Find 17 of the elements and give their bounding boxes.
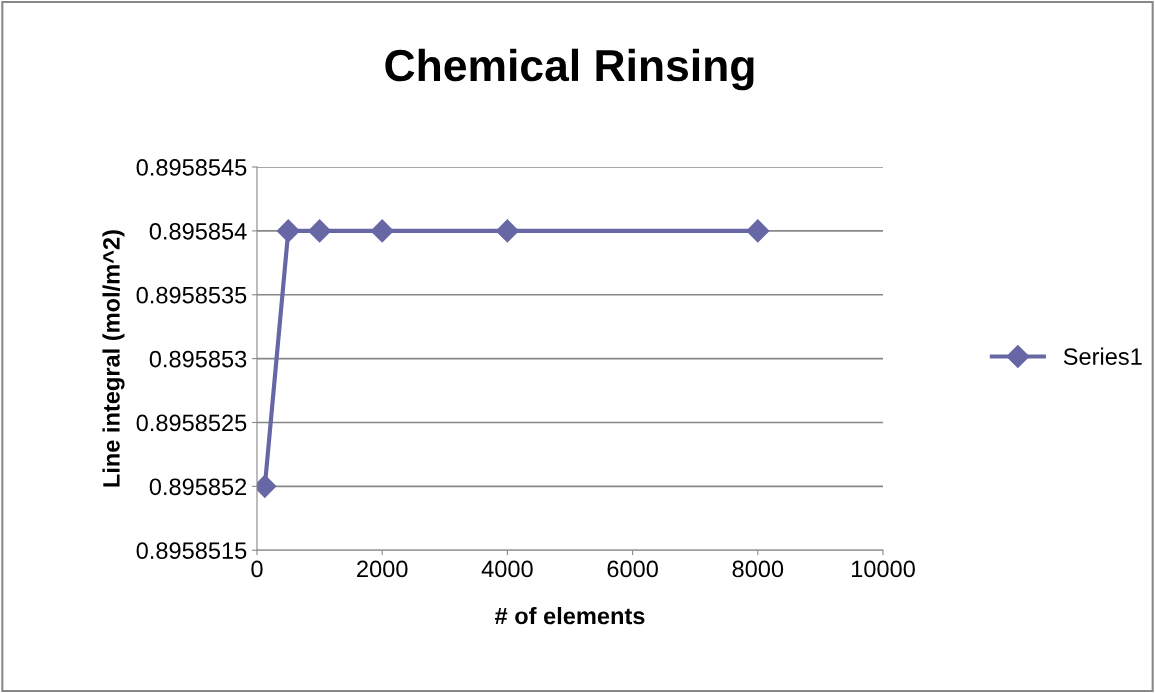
x-axis-title: # of elements [494, 606, 645, 625]
y-tick-label: 0.8958515 [136, 542, 247, 560]
y-tick-label: 0.895853 [149, 350, 247, 368]
y-tick-label: 0.8958525 [136, 414, 247, 432]
x-tick-label: 6000 [607, 560, 658, 578]
y-axis-title: Line integral (mol/m^2) [102, 230, 125, 487]
y-tick-label: 0.895854 [149, 222, 247, 240]
legend-label: Series1 [1063, 347, 1142, 365]
x-tick-label: 10000 [851, 560, 915, 578]
x-tick-label: 0 [251, 560, 263, 578]
y-tick-label: 0.8958545 [136, 159, 247, 176]
y-tick-label: 0.895852 [149, 478, 247, 496]
y-tick-label: 0.8958535 [136, 286, 247, 304]
chart-title: Chemical Rinsing [385, 48, 754, 91]
x-tick-label: 2000 [357, 560, 408, 578]
x-tick-label: 8000 [732, 560, 784, 578]
x-tick-label: 4000 [481, 560, 533, 578]
